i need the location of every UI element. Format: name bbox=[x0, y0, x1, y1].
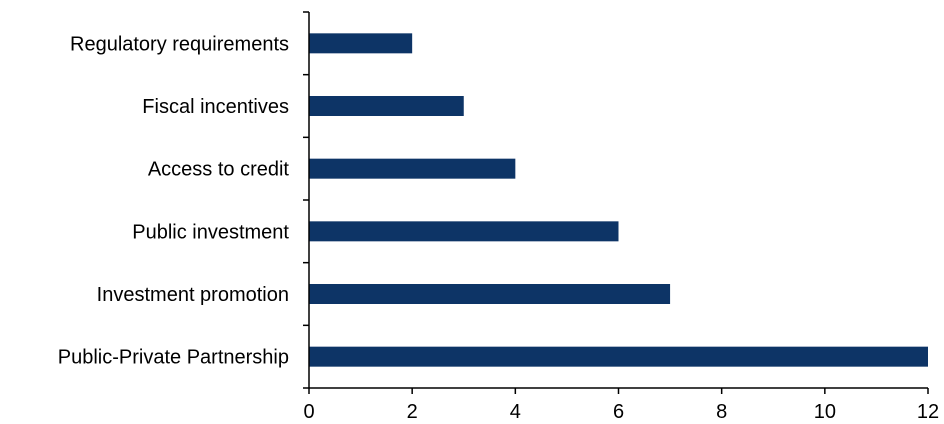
category-label: Regulatory requirements bbox=[70, 33, 289, 55]
category-label: Public investment bbox=[132, 221, 289, 243]
x-tick-label: 10 bbox=[814, 401, 836, 423]
x-tick-label: 6 bbox=[613, 401, 624, 423]
category-label: Investment promotion bbox=[97, 284, 289, 306]
bar bbox=[309, 346, 928, 367]
category-labels: Regulatory requirements Fiscal incentives… bbox=[58, 33, 290, 368]
x-tick-label: 4 bbox=[510, 401, 521, 423]
x-tick-label: 0 bbox=[303, 401, 314, 423]
category-label: Access to credit bbox=[148, 159, 290, 181]
x-axis-ticks: 0 2 4 6 8 10 12 bbox=[303, 388, 939, 423]
category-label: Fiscal incentives bbox=[142, 96, 289, 118]
bar bbox=[309, 221, 619, 242]
x-tick-label: 12 bbox=[917, 401, 939, 423]
x-tick-label: 2 bbox=[407, 401, 418, 423]
bar bbox=[309, 158, 516, 179]
bars-group bbox=[309, 33, 928, 367]
bar bbox=[309, 284, 671, 304]
x-tick-label: 8 bbox=[716, 401, 727, 423]
category-label: Public-Private Partnership bbox=[58, 347, 289, 369]
bar bbox=[309, 96, 464, 116]
bar bbox=[309, 33, 413, 54]
y-axis-ticks bbox=[303, 11, 309, 389]
